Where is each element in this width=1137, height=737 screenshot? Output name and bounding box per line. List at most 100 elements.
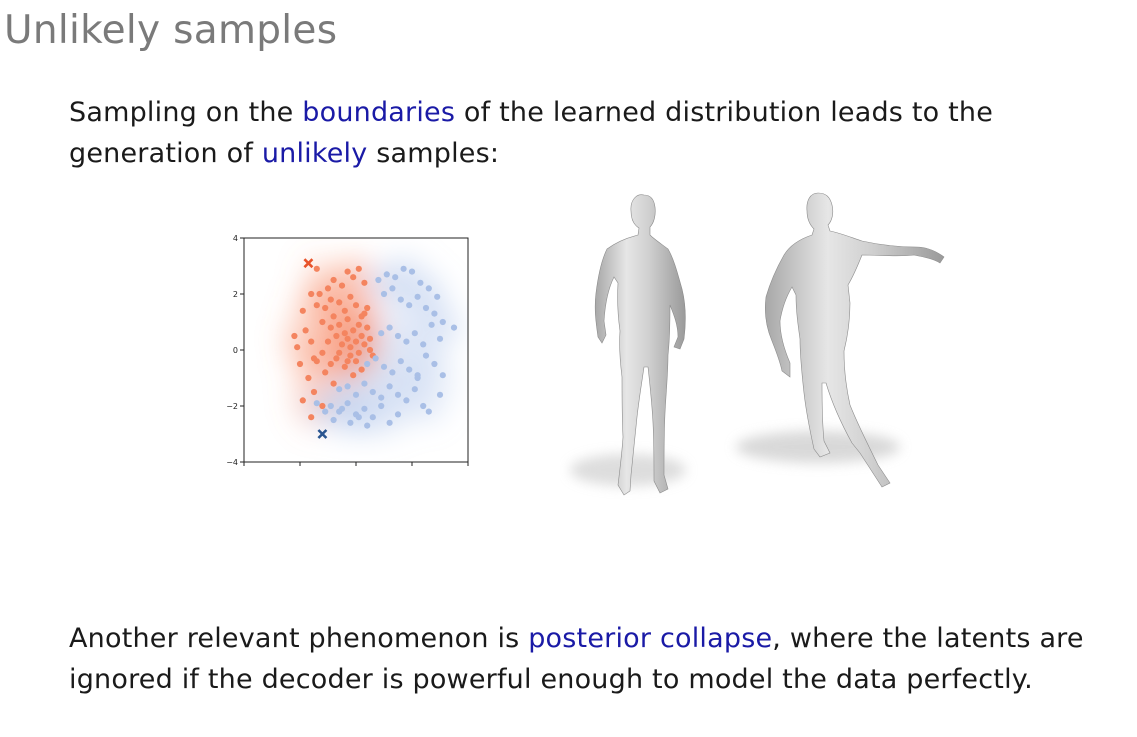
data-point	[333, 332, 340, 340]
data-point	[358, 366, 365, 373]
data-point	[450, 324, 458, 331]
data-point	[397, 296, 404, 303]
data-point	[436, 391, 444, 398]
y-tick-label: 0	[233, 346, 238, 355]
data-point	[324, 338, 332, 345]
data-point	[414, 372, 421, 379]
data-point	[378, 330, 385, 337]
data-point	[386, 383, 393, 390]
data-point	[319, 349, 326, 356]
data-point	[422, 352, 430, 359]
latent-scatter-plot: 4 2 0 −2 −4	[226, 234, 469, 467]
data-point	[352, 391, 360, 398]
data-point	[302, 327, 309, 334]
data-point	[308, 290, 315, 298]
data-point	[322, 304, 329, 312]
data-point	[389, 369, 396, 376]
figure-body	[764, 192, 945, 488]
data-point	[428, 321, 435, 328]
y-tick-label: −2	[226, 402, 238, 411]
highlight-unlikely: unlikely	[261, 138, 368, 169]
data-point	[333, 355, 340, 362]
data-point	[313, 265, 320, 272]
data-point	[338, 282, 346, 289]
human-figure-reaching	[736, 192, 945, 488]
data-point	[336, 321, 343, 328]
data-point	[341, 363, 348, 370]
highlight-posterior-collapse: posterior collapse	[528, 623, 773, 654]
data-point	[406, 302, 413, 309]
data-point	[372, 355, 379, 362]
conclusion-paragraph: Another relevant phenomenon is posterior…	[69, 618, 1129, 700]
y-tick-label: 4	[233, 234, 238, 243]
data-point	[352, 302, 360, 309]
data-point	[327, 324, 334, 331]
sample-markers	[303, 258, 328, 439]
data-point	[319, 318, 326, 326]
data-point	[330, 416, 337, 424]
x-axis-ticks	[243, 462, 469, 466]
data-point	[322, 369, 329, 376]
data-point	[310, 388, 318, 396]
data-point	[313, 400, 320, 407]
data-point	[327, 296, 334, 303]
data-point	[338, 405, 346, 412]
data-point	[327, 402, 334, 410]
data-point	[361, 405, 368, 412]
data-point	[296, 360, 304, 368]
data-point	[366, 335, 374, 342]
data-point	[425, 408, 432, 415]
data-point	[347, 344, 354, 351]
data-point	[347, 419, 354, 426]
conclusion-text-end: , where the latents are ignored if the d…	[69, 623, 1084, 695]
data-point	[397, 358, 404, 365]
data-point	[355, 349, 362, 356]
sample-x-marker	[317, 429, 328, 439]
data-point	[291, 332, 298, 340]
data-point	[336, 349, 343, 356]
data-point	[420, 402, 427, 410]
y-tick-label: −4	[226, 458, 238, 467]
data-point	[414, 293, 421, 300]
data-point	[434, 293, 441, 300]
data-point	[347, 352, 354, 359]
data-point	[327, 360, 334, 368]
data-point	[352, 338, 360, 345]
conclusion-text-start: Another relevant phenomenon is	[69, 623, 529, 654]
data-point	[400, 265, 407, 272]
data-point	[378, 394, 385, 401]
data-point	[394, 411, 402, 418]
data-point	[386, 324, 393, 331]
data-point	[352, 358, 360, 365]
intro-text-end: samples:	[367, 138, 500, 169]
y-axis-ticks: 4 2 0 −2 −4	[226, 234, 244, 467]
intro-text-middle: of the learned distribution leads to the…	[69, 97, 994, 169]
data-points	[291, 265, 458, 429]
data-point	[366, 346, 374, 354]
data-point	[313, 302, 320, 309]
data-point	[341, 307, 348, 314]
data-point	[403, 338, 410, 345]
data-point	[358, 313, 365, 320]
data-point	[299, 307, 306, 314]
data-point	[355, 265, 362, 272]
data-point	[361, 279, 368, 286]
data-point	[439, 372, 446, 379]
data-point	[411, 386, 418, 393]
data-point	[361, 380, 368, 387]
data-point	[344, 316, 351, 323]
data-point	[439, 318, 446, 326]
data-point	[422, 304, 430, 312]
data-point	[316, 290, 323, 298]
data-point	[392, 274, 399, 281]
data-point	[364, 304, 371, 312]
data-point	[378, 402, 385, 410]
data-point	[417, 279, 424, 286]
intro-paragraph: Sampling on the boundaries of the learne…	[69, 92, 1069, 174]
data-point	[350, 327, 357, 334]
data-point	[324, 285, 332, 292]
data-point	[350, 274, 357, 281]
data-point	[338, 341, 346, 348]
data-point	[361, 341, 368, 348]
data-point	[380, 290, 388, 298]
